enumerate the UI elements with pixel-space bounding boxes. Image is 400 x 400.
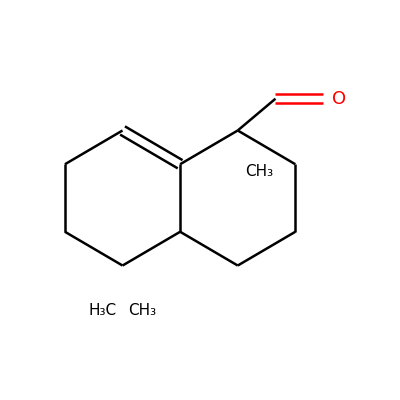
Text: O: O (332, 90, 346, 108)
Text: H₃C: H₃C (88, 303, 116, 318)
Text: CH₃: CH₃ (128, 303, 157, 318)
Text: CH₃: CH₃ (245, 164, 273, 179)
